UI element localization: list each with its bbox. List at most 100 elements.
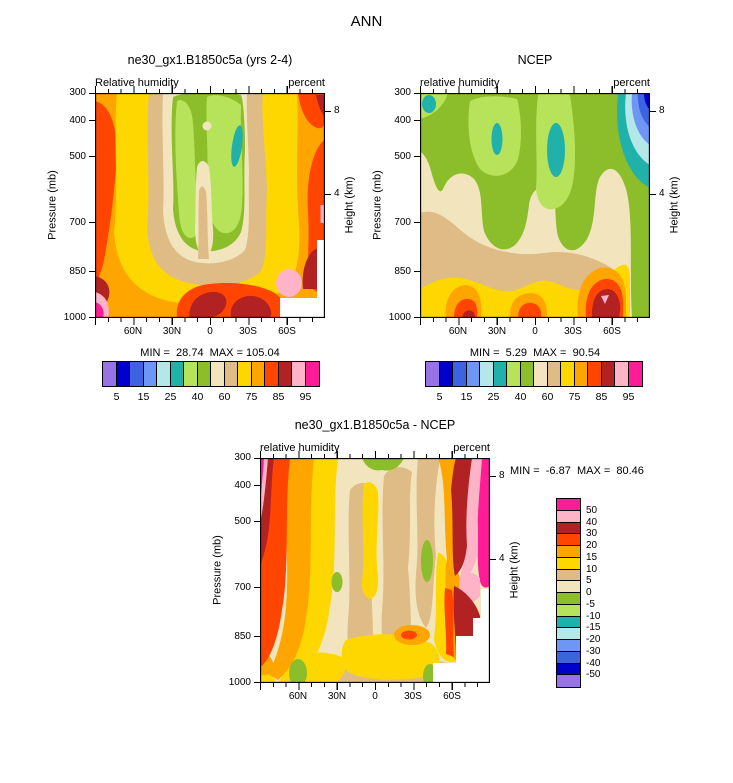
y-tick-label: 500 [394,151,411,162]
colorbar-swatch [627,361,643,387]
y-tick-label: 700 [234,582,251,593]
y-tick-label: 850 [69,266,86,277]
colorbar-tick-label: 15 [137,391,150,403]
y2-tick-label: 4 [659,188,665,199]
y2-tick-label: 4 [499,553,505,564]
colorbar-swatch [556,615,581,630]
y-tick-label: 400 [394,115,411,126]
x-axis-top-major-ticks [260,451,490,458]
x-axis-bottom-major-ticks [95,318,325,325]
colorbar-swatch [425,361,441,387]
y-tick-label: 400 [234,480,251,491]
colorbar-tick-label: 60 [218,391,231,403]
x-tick-label: 60S [278,326,296,337]
colorbar-tick-label: -30 [586,645,601,657]
colorbar-swatch [492,361,508,387]
y-axis-title: Pressure (mb) [211,535,224,605]
x-tick-label: 30N [487,326,507,337]
colorbar-swatch [556,509,581,524]
x-tick-label: 60N [123,326,143,337]
y2-axis-title: Height (km) [343,176,356,234]
colorbar-swatch [304,361,320,387]
x-tick-label: 0 [207,326,213,337]
colorbar-swatch [533,361,549,387]
colorbar-swatch [142,361,158,387]
colorbar-tick-label: -40 [586,657,601,669]
y-tick [89,271,95,273]
colorbar-swatch [519,361,535,387]
y-tick [254,682,260,684]
y-tick [254,587,260,589]
min-max-stats: MIN = 5.29 MAX = 90.54 [469,347,601,359]
colorbar-tick-label: 50 [586,504,598,516]
colorbar-tick-label: 20 [586,540,598,551]
colorbar-swatches [102,361,320,387]
x-tick-label: 60N [448,326,468,337]
y2-tick [650,194,656,196]
panel-title: ne30_gx1.B1850c5a - NCEP [294,418,456,432]
colorbar-swatch [277,361,293,387]
y-tick-label: 1000 [388,312,411,323]
colorbar-tick-label: -5 [586,598,595,610]
colorbar-ncep: 5 15 25 40 60 75 85 95 [425,361,643,406]
y2-tick-label: 8 [659,105,665,116]
colorbar-swatch [556,556,581,571]
colorbar-tick-label: 25 [164,391,177,403]
y-tick [254,636,260,638]
colorbar-swatch [250,361,266,387]
colorbar-tick-label: 5 [436,391,443,403]
y2-tick-label: 8 [334,105,340,116]
contour-plot-svg [420,93,650,318]
y-tick [89,120,95,122]
colorbar-swatch [556,627,581,641]
x-tick-label: 60N [288,691,308,702]
x-tick-label: 0 [532,326,538,337]
colorbar-swatch [573,361,589,387]
y2-axis-title: Height (km) [508,541,521,599]
y2-axis-title: Height (km) [668,176,681,234]
colorbar-tick-label: 5 [586,575,592,587]
y-tick [254,485,260,487]
colorbar-tick-label: 5 [113,391,120,403]
colorbar-swatch [556,662,581,677]
colorbar-tick-label: -15 [586,622,601,634]
colorbar-tick-label: 0 [586,587,592,598]
y-tick [414,317,420,319]
colorbar-swatch [556,603,581,618]
colorbar-tick-label: -20 [586,634,601,645]
colorbar-tick-label: 95 [299,391,312,403]
panel-title: NCEP [517,53,553,67]
colorbar-swatch [169,361,185,387]
colorbar-swatch [556,545,581,559]
y2-tick [490,476,496,478]
y-tick-label: 1000 [63,312,86,323]
colorbar-swatch [556,533,581,547]
min-max-stats: MIN = 28.74 MAX = 105.04 [140,347,280,359]
colorbar-tick-label: 85 [595,391,608,403]
y2-tick-label: 4 [334,188,340,199]
colorbar-tick-label: 30 [586,528,598,540]
colorbar-tick-label: 40 [586,516,598,528]
x-tick-label: 30N [327,691,347,702]
colorbar-swatch [600,361,616,387]
colorbar-swatch [102,361,118,387]
y-tick-label: 300 [234,452,251,463]
y-tick-label: 850 [234,631,251,642]
colorbar-swatch [115,361,131,387]
colorbar-swatch [556,580,581,594]
contour-plot-svg [95,93,325,318]
colorbar-tick-label: 25 [487,391,500,403]
y2-tick [325,194,331,196]
colorbar-swatch [465,361,481,387]
colorbar-swatch [556,592,581,606]
x-tick-label: 60S [443,691,461,702]
colorbar-tick-label: 40 [191,391,204,403]
colorbar-swatch [452,361,468,387]
contour-panel-difference: ne30_gx1.B1850c5a - NCEP relative humidi… [212,418,644,702]
y-tick-label: 700 [69,217,86,228]
colorbar-swatch [223,361,239,387]
x-tick-label: 30S [404,691,422,702]
colorbar-tick-label: 75 [568,391,581,403]
y-tick [414,93,420,95]
contour-panel-ncep: NCEP relative humidity percent [372,53,681,359]
